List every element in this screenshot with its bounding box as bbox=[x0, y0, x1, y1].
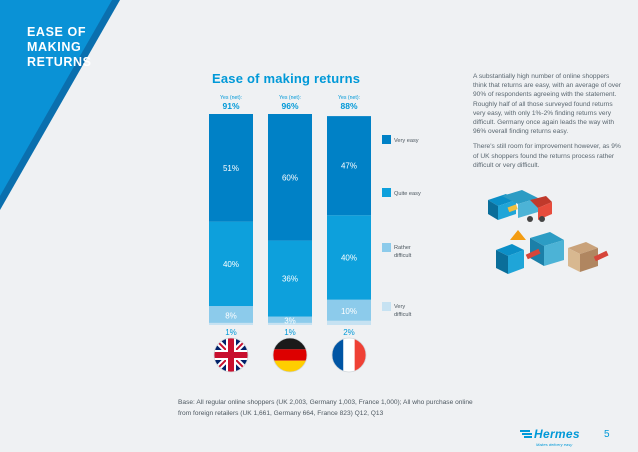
parcels-bottom-illustration bbox=[496, 230, 609, 274]
data-label-very-difficult: 2% bbox=[343, 328, 355, 337]
logo-mark-icon bbox=[520, 430, 532, 438]
data-label: 10% bbox=[341, 307, 357, 316]
legend-swatch bbox=[382, 302, 391, 311]
description-paragraph-2: There's still room for improvement howev… bbox=[473, 143, 621, 169]
flag-border bbox=[213, 337, 249, 373]
bar-segment-very-easy bbox=[209, 114, 253, 222]
flag-border bbox=[272, 337, 308, 373]
logo-tagline: Makes delivery easy bbox=[536, 442, 573, 447]
page-number: 5 bbox=[604, 429, 610, 440]
legend-label: difficult bbox=[394, 312, 412, 318]
data-label-very-difficult: 1% bbox=[225, 328, 237, 337]
legend-swatch bbox=[382, 243, 391, 252]
legend-swatch bbox=[382, 135, 391, 144]
corner-decoration bbox=[0, 0, 120, 210]
description-paragraph-1: A substantially high number of online sh… bbox=[473, 73, 621, 136]
chart-title: Ease of making returns bbox=[212, 71, 361, 86]
data-label: 51% bbox=[223, 164, 239, 173]
net-value: 91% bbox=[222, 101, 239, 111]
data-label: 60% bbox=[282, 173, 298, 182]
legend-label: Very easy bbox=[394, 138, 419, 144]
legend-swatch bbox=[382, 188, 391, 197]
bar-segment-very-difficult bbox=[209, 322, 253, 325]
bar-segment-very-easy bbox=[327, 116, 371, 216]
data-label: 47% bbox=[341, 162, 357, 171]
data-label-very-difficult: 1% bbox=[284, 328, 296, 337]
bar-segment-very-difficult bbox=[327, 320, 371, 325]
data-label: 36% bbox=[282, 275, 298, 284]
bar-segment-rather-difficult bbox=[268, 316, 312, 323]
net-label: Yes (net): bbox=[220, 95, 242, 101]
data-label: 3% bbox=[284, 317, 296, 326]
bar-segment-very-easy bbox=[268, 114, 312, 241]
description: A substantially high number of online sh… bbox=[473, 72, 621, 176]
stacked-bar-chart: Yes (net):91%8%40%51%1%Yes (net):96%3%36… bbox=[209, 95, 421, 373]
parcels-top-illustration bbox=[488, 190, 552, 222]
legend-label: difficult bbox=[394, 253, 412, 259]
sidebar: EASE OF MAKING RETURNS bbox=[0, 0, 120, 452]
bar-segment-rather-difficult bbox=[327, 299, 371, 321]
legend-label: Quite easy bbox=[394, 191, 421, 197]
net-value: 96% bbox=[281, 101, 298, 111]
data-label: 40% bbox=[223, 260, 239, 269]
base-note: Base: All regular online shoppers (UK 2,… bbox=[178, 399, 473, 417]
bar-segment-quite-easy bbox=[327, 215, 371, 300]
bar-segment-quite-easy bbox=[209, 221, 253, 307]
bar-segment-quite-easy bbox=[268, 240, 312, 317]
logo-text: Hermes bbox=[534, 427, 580, 441]
section-title: EASE OF MAKING RETURNS bbox=[27, 25, 92, 69]
legend-label: Rather bbox=[394, 245, 411, 251]
data-label: 8% bbox=[225, 311, 237, 320]
bar-segment-very-difficult bbox=[268, 322, 312, 325]
net-label: Yes (net): bbox=[338, 95, 360, 101]
net-value: 88% bbox=[340, 101, 357, 111]
flag-uk bbox=[214, 338, 248, 372]
flag-germany bbox=[273, 338, 307, 372]
bar-segment-rather-difficult bbox=[209, 306, 253, 323]
net-label: Yes (net): bbox=[279, 95, 301, 101]
legend-label: Very bbox=[394, 304, 405, 310]
flag-border bbox=[331, 337, 367, 373]
data-label: 40% bbox=[341, 253, 357, 262]
flag-france bbox=[332, 338, 366, 372]
